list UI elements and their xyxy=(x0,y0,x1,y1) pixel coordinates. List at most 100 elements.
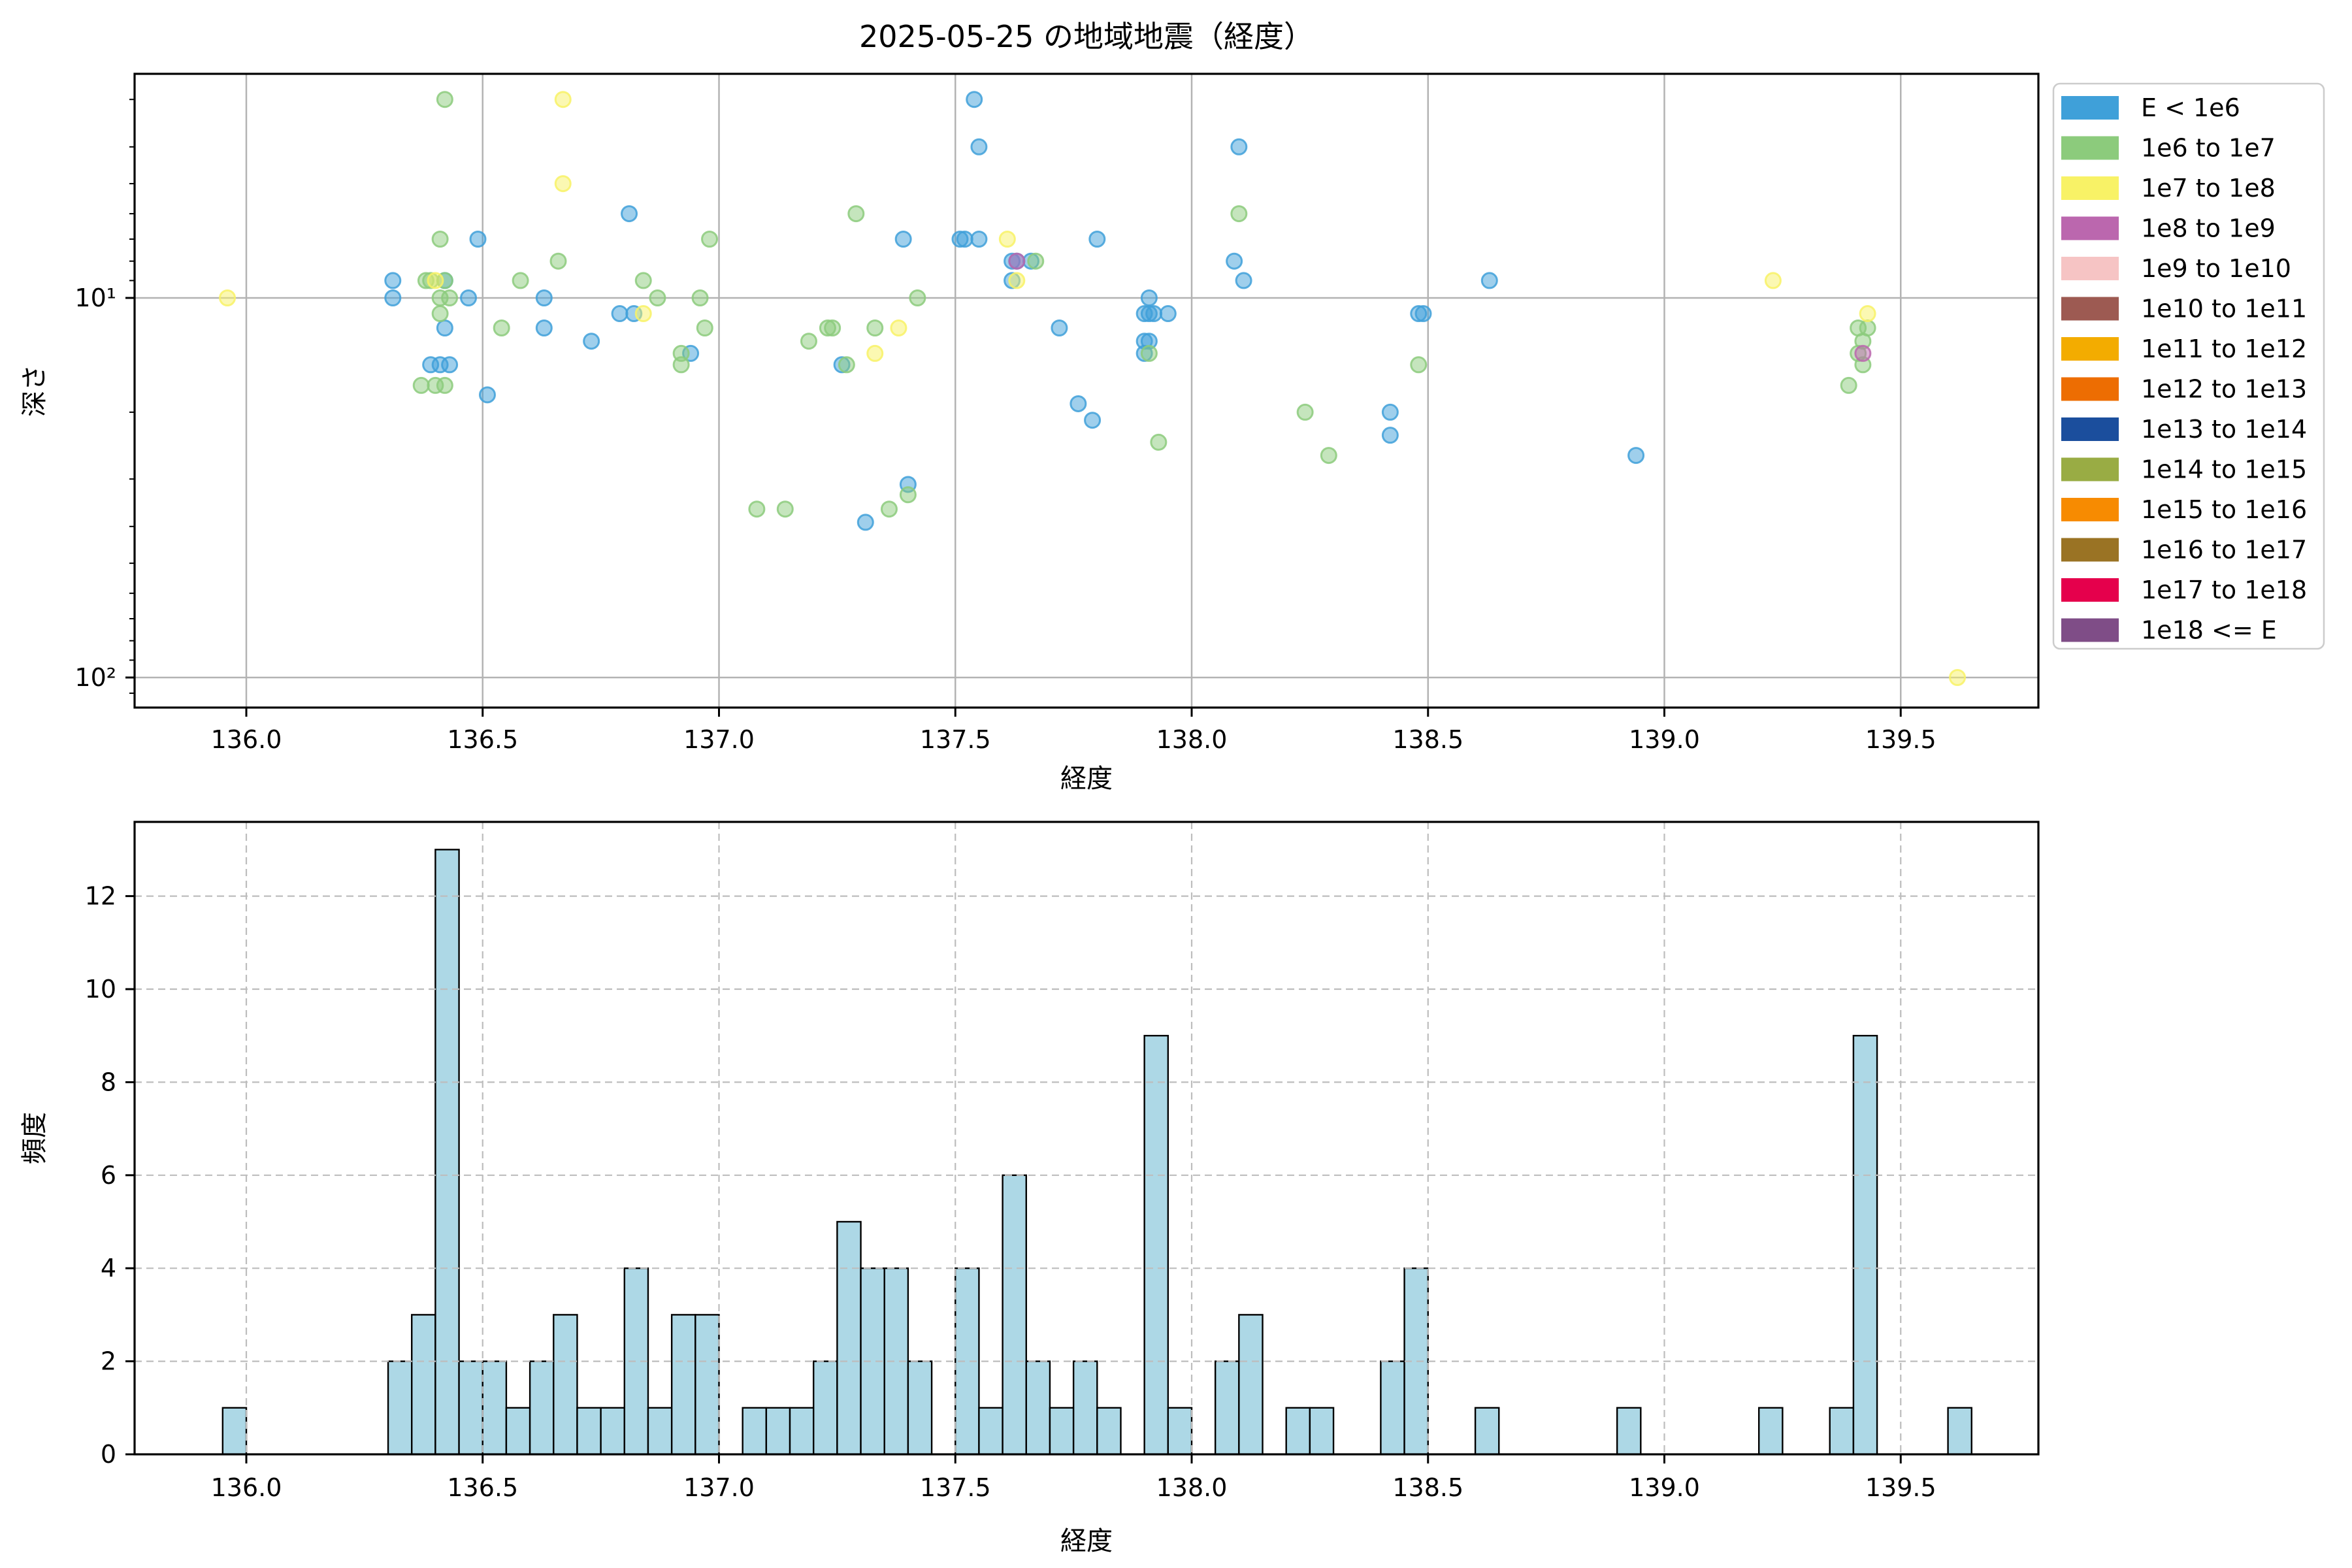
scatter-point-1e6-1e7 xyxy=(1410,356,1428,374)
hist-bar xyxy=(1616,1407,1642,1456)
hist-xtick-label: 137.0 xyxy=(683,1473,755,1502)
legend-label: 1e16 to 1e17 xyxy=(2141,536,2307,564)
scatter-point-1e6-1e7 xyxy=(847,205,865,223)
scatter-point-e-lt-1e6 xyxy=(441,356,459,374)
scatter-point-e-lt-1e6 xyxy=(1480,272,1498,289)
hist-bar xyxy=(742,1407,768,1456)
legend-swatch xyxy=(2061,176,2119,200)
hist-bar xyxy=(836,1220,862,1456)
scatter-point-e-lt-1e6 xyxy=(970,138,988,155)
legend: E < 1e6 1e6 to 1e7 1e7 to 1e8 1e8 to 1e9 1e9… xyxy=(2052,82,2325,650)
scatter-point-e-lt-1e6 xyxy=(1414,305,1432,323)
scatter-point-1e6-1e7 xyxy=(1320,447,1337,465)
hist-bar xyxy=(505,1407,531,1456)
scatter-xtick-label: 138.0 xyxy=(1156,725,1228,754)
histogram-chart: 136.0 136.5 137.0 137.5 138.0 138.5 139.0 139.5… xyxy=(20,821,2040,1556)
scatter-point-e-lt-1e6 xyxy=(1381,427,1399,444)
hist-xtick-label: 137.5 xyxy=(920,1473,991,1502)
scatter-point-1e6-1e7 xyxy=(441,289,459,306)
hist-bar xyxy=(221,1407,248,1456)
scatter-point-1e8-1e9 xyxy=(1008,252,1026,270)
scatter-point-1e6-1e7 xyxy=(880,500,898,518)
hist-ytick-label: 2 xyxy=(101,1347,116,1376)
scatter-xtick-label: 139.0 xyxy=(1629,725,1700,754)
scatter-point-e-lt-1e6 xyxy=(535,319,553,337)
scatter-xtick-label: 136.0 xyxy=(211,725,282,754)
scatter-point-e-lt-1e6 xyxy=(1084,412,1102,429)
hist-ytick-label: 0 xyxy=(101,1440,116,1469)
scatter-point-e-lt-1e6 xyxy=(1226,252,1243,270)
hist-bar xyxy=(458,1360,483,1456)
hist-bar xyxy=(1096,1407,1122,1456)
scatter-point-1e7-1e8 xyxy=(634,305,652,323)
scatter-xtick-label: 137.5 xyxy=(920,725,991,754)
scatter-ylabel: 深さ xyxy=(20,365,50,417)
legend-label: 1e13 to 1e14 xyxy=(2141,415,2307,444)
legend-label: E < 1e6 xyxy=(2141,93,2240,122)
legend-swatch xyxy=(2061,216,2119,240)
scatter-point-e-lt-1e6 xyxy=(1627,447,1645,465)
scatter-point-1e6-1e7 xyxy=(696,319,713,337)
scatter-xtick-label: 138.5 xyxy=(1392,725,1463,754)
scatter-point-1e6-1e7 xyxy=(412,376,430,394)
hist-ytick-label: 10 xyxy=(85,975,116,1004)
legend-swatch xyxy=(2061,297,2119,321)
hist-bar xyxy=(765,1407,791,1456)
hist-bar xyxy=(434,849,460,1456)
legend-swatch xyxy=(2061,257,2119,280)
legend-label: 1e15 to 1e16 xyxy=(2141,495,2307,524)
hist-bar xyxy=(553,1314,578,1456)
hist-ytick-label: 6 xyxy=(101,1161,116,1190)
scatter-point-e-lt-1e6 xyxy=(1140,289,1158,306)
scatter-point-e-lt-1e6 xyxy=(621,205,638,223)
scatter-point-1e6-1e7 xyxy=(1150,433,1168,451)
hist-bar xyxy=(694,1314,720,1456)
hist-ytick-label: 4 xyxy=(101,1254,116,1282)
legend-swatch xyxy=(2061,538,2119,562)
hist-xtick-label: 139.5 xyxy=(1865,1473,1936,1502)
hist-xtick-label: 138.5 xyxy=(1392,1473,1463,1502)
scatter-point-1e7-1e8 xyxy=(554,175,572,193)
hist-bar xyxy=(1829,1407,1855,1456)
scatter-point-e-lt-1e6 xyxy=(1088,231,1106,248)
legend-label: 1e9 to 1e10 xyxy=(2141,254,2291,283)
scatter-point-1e6-1e7 xyxy=(1140,344,1158,362)
scatter-point-1e6-1e7 xyxy=(431,231,449,248)
hist-bar xyxy=(482,1360,508,1456)
scatter-point-1e6-1e7 xyxy=(436,91,453,108)
hist-bar xyxy=(907,1360,933,1456)
hist-bar xyxy=(1143,1034,1169,1456)
scatter-point-e-lt-1e6 xyxy=(1159,305,1177,323)
scatter-point-e-lt-1e6 xyxy=(1381,403,1399,421)
legend-box xyxy=(2052,82,2325,650)
scatter-ytick-label: 10² xyxy=(74,663,116,692)
scatter-points xyxy=(219,91,1967,686)
legend-swatch xyxy=(2061,337,2119,361)
scatter-point-e-lt-1e6 xyxy=(1051,319,1068,337)
scatter-point-1e7-1e8 xyxy=(427,272,444,289)
chart-title: 2025-05-25 の地域地震（経度） xyxy=(859,19,1314,54)
scatter-ytick-label: 10¹ xyxy=(74,284,116,312)
scatter-point-1e6-1e7 xyxy=(866,319,884,337)
scatter-point-1e6-1e7 xyxy=(1840,376,1857,394)
hist-axes-box xyxy=(133,821,2040,1456)
scatter-point-e-lt-1e6 xyxy=(1230,138,1248,155)
hist-bar xyxy=(1757,1407,1784,1456)
hist-ylabel: 頻度 xyxy=(20,1112,50,1164)
scatter-point-1e7-1e8 xyxy=(1764,272,1782,289)
legend-swatch xyxy=(2061,377,2119,401)
scatter-point-e-lt-1e6 xyxy=(966,91,983,108)
hist-bar xyxy=(1214,1360,1240,1456)
scatter-xtick-label: 139.5 xyxy=(1865,725,1936,754)
scatter-point-e-lt-1e6 xyxy=(894,231,912,248)
scatter-point-1e7-1e8 xyxy=(1008,272,1026,289)
scatter-point-1e6-1e7 xyxy=(691,289,709,306)
scatter-point-1e7-1e8 xyxy=(554,91,572,108)
hist-bar xyxy=(670,1314,696,1456)
scatter-point-1e6-1e7 xyxy=(1296,403,1314,421)
scatter-point-e-lt-1e6 xyxy=(436,319,453,337)
scatter-point-1e7-1e8 xyxy=(1949,669,1967,686)
scatter-point-1e6-1e7 xyxy=(672,356,690,374)
hist-bar xyxy=(411,1314,436,1456)
